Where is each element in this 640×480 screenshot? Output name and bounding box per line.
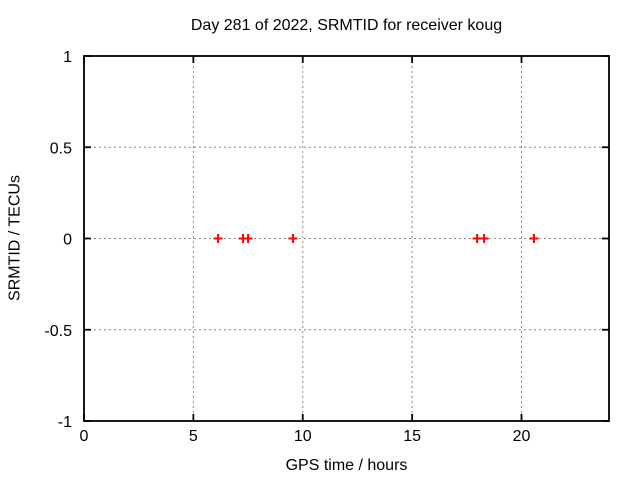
data-point-marker [288, 234, 298, 243]
data-point-marker [529, 234, 539, 243]
data-point-marker [213, 234, 223, 243]
y-tick-label: 0 [63, 232, 72, 249]
x-tick-label: 0 [80, 428, 89, 445]
y-tick-label: 0.5 [50, 140, 72, 157]
chart-title: Day 281 of 2022, SRMTID for receiver kou… [190, 17, 503, 34]
x-tick-label: 5 [189, 428, 198, 445]
data-point-marker [479, 234, 489, 243]
x-tick-label: 10 [294, 428, 312, 445]
x-tick-label: 20 [513, 428, 531, 445]
x-axis-label: GPS time / hours [285, 457, 408, 474]
y-tick-label: 1 [63, 49, 72, 66]
y-tick-label: -1 [58, 414, 72, 431]
data-point-marker [243, 234, 253, 243]
x-tick-label: 15 [403, 428, 421, 445]
y-tick-label: -0.5 [44, 323, 72, 340]
